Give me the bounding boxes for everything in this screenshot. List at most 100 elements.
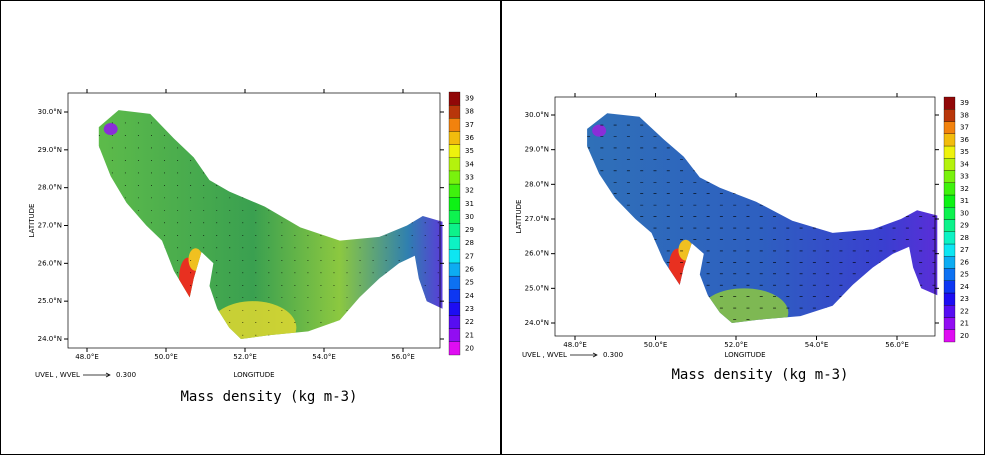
colorbar-label: 36 (960, 136, 969, 144)
colorbar-label: 20 (465, 344, 474, 352)
colorbar-swatch (943, 158, 956, 171)
colorbar-swatch (943, 243, 956, 257)
colorbar-swatch (943, 194, 956, 208)
x-tick-label: 54.0°E (805, 341, 829, 349)
colorbar-swatch (448, 183, 461, 198)
colorbar-swatch (448, 315, 461, 329)
colorbar-label: 31 (960, 197, 969, 205)
vector-arrowhead (105, 372, 111, 378)
vector-value: 0.300 (116, 371, 136, 379)
colorbar-swatch (943, 305, 956, 318)
y-tick-label: 25.0°N (38, 297, 62, 305)
colorbar-swatch (448, 341, 461, 356)
y-tick-label: 27.0°N (38, 222, 62, 230)
colorbar-swatch (448, 262, 461, 277)
plot-frame (554, 96, 936, 337)
colorbar-label: 20 (960, 332, 969, 340)
colorbar-label: 30 (465, 213, 474, 221)
colorbar-swatch (448, 249, 461, 264)
colorbar-label: 34 (465, 160, 474, 168)
map-panel: 48.0°E 50.0°E 52.0°E 54.0°E 56.0°E 24.0°N 25.0… (515, 93, 969, 383)
colorbar-swatch (448, 170, 461, 185)
colorbar-swatch (943, 231, 956, 245)
y-tick-label: 24.0°N (525, 319, 549, 327)
colorbar-swatch (448, 236, 461, 250)
colorbar-label: 26 (960, 258, 969, 266)
colorbar-label: 35 (465, 147, 474, 155)
river-outflow (103, 123, 118, 136)
colorbar-label: 22 (465, 318, 474, 326)
colorbar-swatch (943, 268, 956, 281)
plot-frame (67, 92, 441, 349)
colorbar-swatch (943, 109, 956, 122)
x-tick-label: 48.0°E (75, 353, 99, 361)
colorbar-swatch (448, 197, 461, 211)
colorbar-swatch (448, 157, 461, 172)
colorbar-label: 33 (465, 173, 474, 181)
colorbar-label: 36 (465, 134, 474, 142)
vector-arrowhead (592, 352, 598, 358)
colorbar-swatch (448, 302, 461, 316)
colorbar-label: 39 (465, 95, 474, 103)
colorbar-swatch (943, 121, 956, 134)
x-axis-label: LONGITUDE (233, 371, 274, 379)
colorbar-label: 32 (960, 185, 969, 193)
y-tick-label: 26.0°N (38, 259, 62, 267)
colorbar-swatch (448, 275, 461, 290)
x-tick-label: 54.0°E (312, 353, 336, 361)
colorbar-swatch (448, 328, 461, 343)
colorbar-swatch (448, 91, 461, 106)
colorbar-label: 38 (960, 111, 969, 119)
y-tick-label: 29.0°N (525, 146, 549, 154)
colorbar-swatch (448, 144, 461, 158)
y-tick-label: 30.0°N (38, 108, 62, 116)
colorbar-swatch (448, 118, 461, 132)
vector-value: 0.300 (603, 351, 623, 359)
colorbar-label: 29 (960, 222, 969, 230)
colorbar-label: 23 (465, 305, 474, 313)
colorbar-swatch (448, 105, 461, 119)
y-tick-label: 24.0°N (38, 335, 62, 343)
y-tick-label: 25.0°N (525, 284, 549, 292)
x-tick-label: 56.0°E (885, 341, 909, 349)
river-outflow (592, 124, 607, 137)
y-tick-label: 27.0°N (525, 215, 549, 223)
colorbar-swatch (943, 329, 956, 343)
x-tick-label: 50.0°E (644, 341, 668, 349)
y-tick-label: 28.0°N (525, 180, 549, 188)
colorbar-label: 23 (960, 295, 969, 303)
colorbar-label: 25 (465, 279, 474, 287)
colorbar-label: 21 (960, 320, 969, 328)
colorbar-label: 25 (960, 271, 969, 279)
x-tick-label: 52.0°E (724, 341, 748, 349)
colorbar-label: 28 (960, 234, 969, 242)
colorbar-label: 21 (465, 331, 474, 339)
x-axis-label: LONGITUDE (724, 351, 765, 359)
colorbar-label: 39 (960, 99, 969, 107)
x-tick-label: 48.0°E (563, 341, 587, 349)
southern-warm-zone (699, 288, 789, 323)
colorbar-label: 29 (465, 226, 474, 234)
colorbar-swatch (943, 219, 956, 232)
colorbar-swatch (943, 292, 956, 306)
colorbar-label: 24 (960, 283, 969, 291)
vector-label: UVEL , WVEL (35, 371, 80, 379)
colorbar-swatch (943, 96, 956, 110)
colorbar-swatch (943, 182, 956, 196)
x-tick-label: 56.0°E (391, 353, 415, 361)
y-axis-label: LATITUDE (28, 204, 36, 238)
x-tick-label: 50.0°E (154, 353, 178, 361)
panel-title: Mass density (kg m-3) (671, 367, 848, 383)
colorbar-label: 30 (960, 209, 969, 217)
colorbar-swatch (943, 207, 956, 220)
colorbar-swatch (943, 256, 956, 269)
colorbar-swatch (448, 223, 461, 237)
panel-title: Mass density (kg m-3) (180, 389, 357, 405)
colorbar-swatch (448, 289, 461, 303)
colorbar-label: 28 (465, 239, 474, 247)
colorbar-label: 33 (960, 173, 969, 181)
colorbar-swatch (943, 170, 956, 183)
colorbar-swatch (943, 133, 956, 147)
colorbar-label: 32 (465, 187, 474, 195)
colorbar-label: 24 (465, 292, 474, 300)
